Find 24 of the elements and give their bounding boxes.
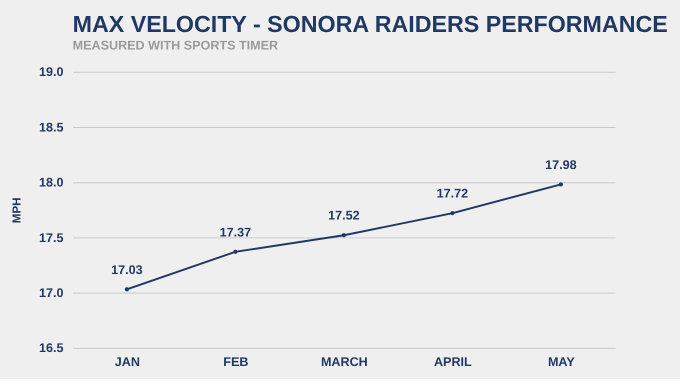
point bbox=[342, 233, 346, 238]
x-tick-label: FEB bbox=[223, 354, 248, 369]
chart-subtitle: MEASURED WITH SPORTS TIMER bbox=[72, 38, 278, 53]
x-tick-label: APRIL bbox=[434, 354, 472, 369]
data-label: 17.03 bbox=[111, 262, 143, 277]
y-tick-label: 17.0 bbox=[38, 286, 64, 300]
point bbox=[124, 287, 129, 292]
y-tick-label: 18.5 bbox=[38, 120, 64, 134]
chart-title: MAX VELOCITY - SONORA RAIDERS PERFORMANCE bbox=[72, 11, 668, 38]
point bbox=[233, 250, 238, 254]
y-axis-title: MPH bbox=[10, 197, 24, 224]
y-tick-label: 16.5 bbox=[38, 341, 64, 356]
x-tick-label: MARCH bbox=[320, 354, 368, 369]
point bbox=[450, 211, 454, 216]
x-tick-label: JAN bbox=[114, 354, 140, 369]
y-tick-label: 19.0 bbox=[38, 65, 64, 80]
data-label: 17.37 bbox=[220, 225, 252, 240]
data-label: 17.98 bbox=[545, 158, 577, 172]
y-tick-label: 17.5 bbox=[38, 230, 64, 245]
point bbox=[558, 182, 563, 186]
data-label: 17.72 bbox=[436, 186, 468, 201]
data-label: 17.52 bbox=[328, 208, 360, 223]
y-tick-label: 18.0 bbox=[38, 176, 64, 190]
x-tick-label: MAY bbox=[548, 354, 576, 369]
